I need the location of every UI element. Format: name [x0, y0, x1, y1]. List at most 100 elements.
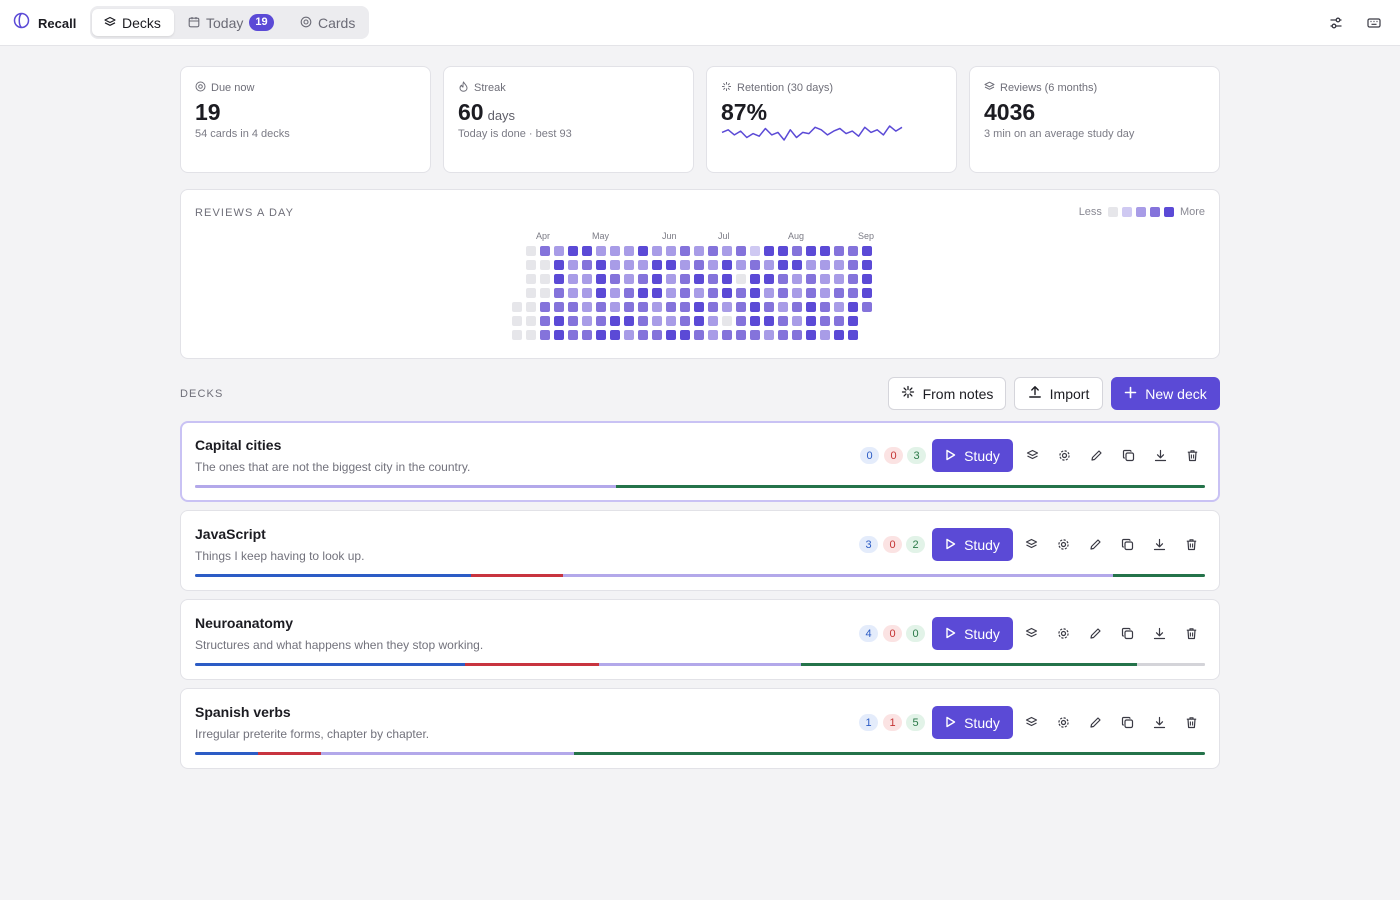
study-button[interactable]: Study	[932, 439, 1013, 472]
heatmap-day-cell[interactable]	[596, 302, 606, 312]
heatmap-day-cell[interactable]	[582, 316, 592, 326]
heatmap-day-cell[interactable]	[694, 302, 704, 312]
heatmap-day-cell[interactable]	[750, 288, 760, 298]
heatmap-day-cell[interactable]	[680, 302, 690, 312]
heatmap-day-cell[interactable]	[568, 260, 578, 270]
heatmap-day-cell[interactable]	[638, 274, 648, 284]
heatmap-day-cell[interactable]	[680, 246, 690, 256]
import-button[interactable]: Import	[1014, 377, 1103, 410]
heatmap-day-cell[interactable]	[582, 274, 592, 284]
heatmap-day-cell[interactable]	[638, 246, 648, 256]
heatmap-day-cell[interactable]	[554, 288, 564, 298]
download-icon[interactable]	[1152, 715, 1166, 729]
heatmap-day-cell[interactable]	[582, 288, 592, 298]
heatmap-day-cell[interactable]	[708, 274, 718, 284]
heatmap-day-cell[interactable]	[554, 316, 564, 326]
heatmap-day-cell[interactable]	[764, 274, 774, 284]
heatmap-day-cell[interactable]	[568, 246, 578, 256]
heatmap-day-cell[interactable]	[554, 330, 564, 340]
download-icon[interactable]	[1152, 626, 1166, 640]
copy-icon[interactable]	[1120, 537, 1134, 551]
heatmap-day-cell[interactable]	[666, 260, 676, 270]
heatmap-day-cell[interactable]	[792, 302, 802, 312]
heatmap-day-cell[interactable]	[554, 302, 564, 312]
trash-icon[interactable]	[1184, 715, 1198, 729]
heatmap-day-cell[interactable]	[694, 316, 704, 326]
heatmap-day-cell[interactable]	[624, 330, 634, 340]
heatmap-day-cell[interactable]	[848, 330, 858, 340]
heatmap-day-cell[interactable]	[834, 246, 844, 256]
heatmap-day-cell[interactable]	[624, 316, 634, 326]
deck-name[interactable]: Neuroanatomy	[195, 615, 294, 631]
heatmap-day-cell[interactable]	[568, 288, 578, 298]
pencil-icon[interactable]	[1088, 626, 1102, 640]
heatmap-day-cell[interactable]	[540, 274, 550, 284]
heatmap-day-cell[interactable]	[834, 302, 844, 312]
study-button[interactable]: Study	[932, 706, 1013, 739]
heatmap-day-cell[interactable]	[778, 288, 788, 298]
heatmap-day-cell[interactable]	[736, 246, 746, 256]
heatmap-day-cell[interactable]	[540, 260, 550, 270]
heatmap-day-cell[interactable]	[666, 246, 676, 256]
heatmap-day-cell[interactable]	[526, 246, 536, 256]
heatmap-day-cell[interactable]	[778, 260, 788, 270]
heatmap-day-cell[interactable]	[862, 260, 872, 270]
heatmap-day-cell[interactable]	[554, 246, 564, 256]
heatmap-day-cell[interactable]	[652, 302, 662, 312]
heatmap-day-cell[interactable]	[582, 330, 592, 340]
heatmap-day-cell[interactable]	[680, 260, 690, 270]
heatmap-day-cell[interactable]	[638, 288, 648, 298]
heatmap-day-cell[interactable]	[568, 316, 578, 326]
heatmap-day-cell[interactable]	[736, 274, 746, 284]
trash-icon[interactable]	[1184, 626, 1198, 640]
heatmap-day-cell[interactable]	[638, 302, 648, 312]
study-button[interactable]: Study	[932, 528, 1013, 561]
trash-icon[interactable]	[1184, 537, 1198, 551]
heatmap-day-cell[interactable]	[512, 302, 522, 312]
heatmap-day-cell[interactable]	[806, 274, 816, 284]
heatmap-day-cell[interactable]	[834, 260, 844, 270]
heatmap-day-cell[interactable]	[736, 288, 746, 298]
heatmap-day-cell[interactable]	[526, 260, 536, 270]
heatmap-day-cell[interactable]	[722, 302, 732, 312]
heatmap-day-cell[interactable]	[806, 330, 816, 340]
heatmap-day-cell[interactable]	[680, 316, 690, 326]
heatmap-day-cell[interactable]	[596, 274, 606, 284]
heatmap-day-cell[interactable]	[708, 316, 718, 326]
heatmap-day-cell[interactable]	[820, 330, 830, 340]
download-icon[interactable]	[1152, 537, 1166, 551]
heatmap-day-cell[interactable]	[694, 274, 704, 284]
heatmap-day-cell[interactable]	[722, 330, 732, 340]
heatmap-day-cell[interactable]	[526, 316, 536, 326]
heatmap-day-cell[interactable]	[666, 316, 676, 326]
heatmap-day-cell[interactable]	[736, 302, 746, 312]
tab-decks[interactable]: Decks	[92, 9, 174, 36]
heatmap-day-cell[interactable]	[540, 330, 550, 340]
heatmap-day-cell[interactable]	[610, 260, 620, 270]
heatmap-day-cell[interactable]	[708, 288, 718, 298]
heatmap-day-cell[interactable]	[708, 330, 718, 340]
heatmap-day-cell[interactable]	[722, 274, 732, 284]
heatmap-day-cell[interactable]	[624, 246, 634, 256]
heatmap-day-cell[interactable]	[722, 260, 732, 270]
heatmap-day-cell[interactable]	[764, 260, 774, 270]
download-icon[interactable]	[1153, 448, 1167, 462]
heatmap-day-cell[interactable]	[652, 246, 662, 256]
heatmap-day-cell[interactable]	[792, 246, 802, 256]
heatmap-day-cell[interactable]	[722, 316, 732, 326]
heatmap-day-cell[interactable]	[862, 274, 872, 284]
heatmap-day-cell[interactable]	[806, 302, 816, 312]
heatmap-day-cell[interactable]	[834, 288, 844, 298]
heatmap-day-cell[interactable]	[652, 260, 662, 270]
study-button[interactable]: Study	[932, 617, 1013, 650]
heatmap-day-cell[interactable]	[708, 246, 718, 256]
heatmap-day-cell[interactable]	[820, 302, 830, 312]
heatmap-day-cell[interactable]	[722, 246, 732, 256]
gear-icon[interactable]	[1056, 626, 1070, 640]
tab-cards[interactable]: Cards	[288, 9, 366, 36]
heatmap-day-cell[interactable]	[582, 302, 592, 312]
heatmap-day-cell[interactable]	[596, 330, 606, 340]
heatmap-day-cell[interactable]	[540, 302, 550, 312]
heatmap-day-cell[interactable]	[848, 302, 858, 312]
heatmap-day-cell[interactable]	[596, 288, 606, 298]
